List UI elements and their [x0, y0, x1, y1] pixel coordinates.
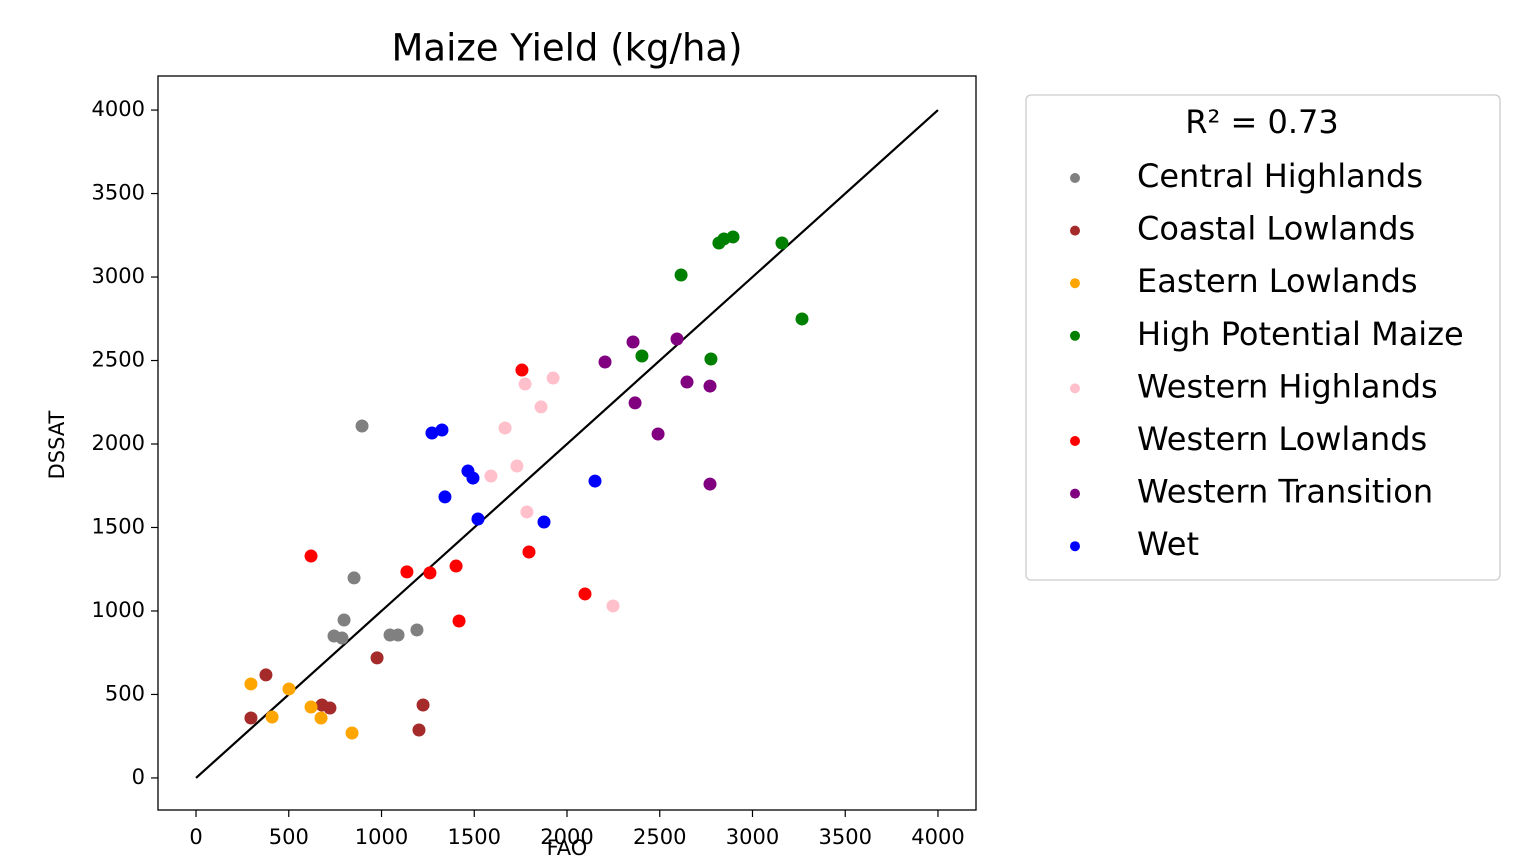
data-point	[795, 312, 809, 326]
data-point	[345, 726, 359, 740]
y-tick-label: 2000	[92, 431, 145, 455]
y-tick-label: 1500	[92, 514, 145, 538]
data-point	[435, 423, 449, 437]
data-point	[704, 352, 718, 366]
chart-title: Maize Yield (kg/ha)	[391, 27, 742, 70]
data-point	[635, 349, 649, 363]
legend-box	[1025, 94, 1501, 581]
y-tick-label: 3000	[92, 264, 145, 288]
legend-label: Eastern Lowlands	[1137, 262, 1418, 300]
data-point	[337, 613, 351, 627]
x-axis-label: FAO	[547, 836, 588, 857]
data-point	[703, 477, 717, 491]
legend-marker	[1070, 436, 1080, 446]
legend-marker	[1070, 278, 1080, 289]
data-point	[518, 377, 532, 391]
legend-label: Wet	[1137, 525, 1199, 563]
data-point	[244, 711, 258, 725]
data-point	[674, 268, 688, 282]
x-tick-label: 2500	[633, 825, 686, 849]
data-point	[484, 469, 498, 483]
y-tick-label: 4000	[92, 97, 145, 121]
data-point	[314, 711, 328, 725]
data-point	[680, 375, 694, 389]
data-point	[452, 614, 466, 628]
data-point	[438, 490, 452, 504]
data-point	[370, 651, 384, 665]
y-axis-label: DSSAT	[45, 410, 69, 479]
data-point	[416, 698, 430, 712]
y-tick-label: 500	[105, 681, 145, 705]
data-point	[606, 599, 620, 613]
x-tick-label: 500	[269, 825, 309, 849]
data-point	[626, 335, 640, 349]
data-point	[537, 515, 551, 529]
data-point	[598, 355, 612, 369]
data-point	[412, 723, 426, 737]
y-tick-label: 2500	[92, 348, 145, 372]
legend-marker	[1070, 541, 1080, 552]
x-tick-label: 2000	[540, 825, 593, 849]
legend-label: Western Highlands	[1137, 367, 1438, 405]
data-point	[400, 565, 414, 579]
data-point	[304, 549, 318, 563]
data-point	[515, 363, 529, 377]
data-point	[423, 566, 437, 580]
legend-title: R² = 0.73	[1185, 103, 1338, 141]
data-point	[651, 427, 665, 441]
data-point	[628, 396, 642, 410]
data-point	[391, 628, 405, 642]
legend-label: Coastal Lowlands	[1137, 210, 1415, 248]
data-point	[726, 230, 740, 244]
data-point	[775, 236, 789, 250]
data-point	[670, 332, 684, 346]
data-point	[522, 545, 536, 559]
data-point	[703, 379, 717, 393]
x-tick-label: 1500	[448, 825, 501, 849]
legend-marker	[1070, 330, 1080, 341]
data-point	[520, 505, 534, 519]
legend-marker	[1070, 173, 1080, 183]
data-point	[323, 701, 337, 715]
data-point	[498, 421, 512, 435]
data-point	[588, 474, 602, 488]
data-point	[449, 559, 463, 573]
x-tick-label: 1000	[355, 825, 408, 849]
data-point	[265, 710, 279, 724]
data-point	[355, 419, 369, 433]
legend-marker	[1070, 488, 1080, 499]
data-point	[347, 571, 361, 585]
x-tick-label: 4000	[911, 825, 964, 849]
data-point	[244, 677, 258, 691]
data-point	[546, 371, 560, 385]
legend-marker	[1070, 225, 1080, 236]
x-tick-label: 3500	[819, 825, 872, 849]
x-tick-label: 3000	[726, 825, 779, 849]
data-point	[466, 471, 480, 485]
data-point	[534, 400, 548, 414]
x-tick-label: 0	[189, 825, 202, 849]
reference-line	[195, 109, 939, 779]
data-point	[259, 668, 273, 682]
legend-label: Western Lowlands	[1137, 420, 1427, 458]
data-point	[471, 512, 485, 526]
data-point	[304, 700, 318, 714]
y-tick-label: 3500	[92, 181, 145, 205]
y-tick-label: 1000	[92, 598, 145, 622]
data-point	[578, 587, 592, 601]
data-point	[425, 426, 439, 440]
legend-label: Central Highlands	[1137, 157, 1423, 195]
data-point	[282, 682, 296, 696]
legend-label: High Potential Maize	[1137, 315, 1464, 353]
legend-marker	[1070, 383, 1080, 394]
legend-label: Western Transition	[1137, 473, 1433, 511]
data-point	[410, 623, 424, 637]
y-tick-label: 0	[132, 765, 145, 789]
data-point	[335, 631, 349, 645]
data-point	[510, 459, 524, 473]
